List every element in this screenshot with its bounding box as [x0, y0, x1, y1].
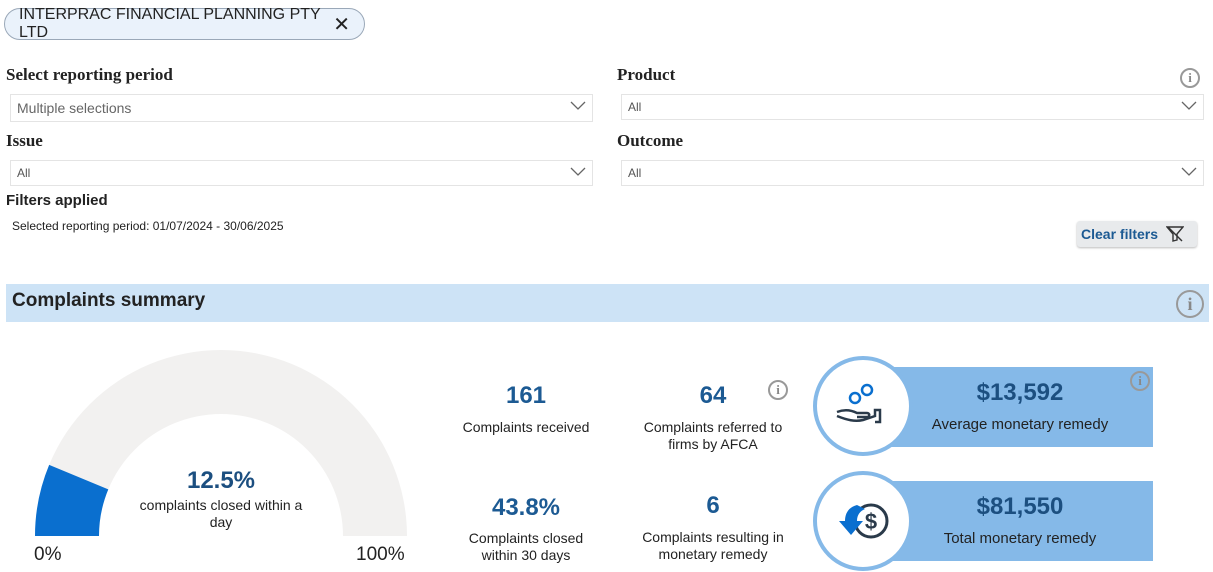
company-filter-chip[interactable]: INTERPRAC FINANCIAL PLANNING PTY LTD ✕ — [4, 6, 365, 41]
filters-applied-title: Filters applied — [6, 192, 108, 209]
issue-select[interactable]: All — [10, 160, 593, 186]
issue-label: Issue — [6, 131, 43, 150]
received-value: 161 — [505, 382, 547, 409]
chevron-down-icon — [570, 167, 586, 176]
period-value: Multiple selections — [17, 100, 132, 116]
outcome-select[interactable]: All — [621, 160, 1204, 186]
info-icon[interactable]: i — [1130, 371, 1150, 391]
received-caption: Complaints received — [462, 419, 590, 435]
summary-header: Complaints summary i — [6, 284, 1209, 322]
avg-remedy-caption: Average monetary remedy — [931, 416, 1109, 433]
total-remedy-card: $81,550 Total monetary remedy — [880, 481, 1153, 561]
referred-caption: Complaints referred to firms by AFCA — [643, 419, 783, 452]
gauge-track — [35, 350, 407, 536]
info-icon[interactable]: i — [1176, 290, 1204, 318]
outcome-label: Outcome — [617, 131, 684, 150]
dollar-refund-icon: $ — [839, 503, 889, 539]
avg-remedy-card: $13,592 Average monetary remedy i — [880, 367, 1153, 447]
gauge-min: 0% — [34, 544, 62, 565]
clear-filters-label: Clear filters — [1081, 226, 1159, 242]
info-icon[interactable]: i — [768, 380, 788, 400]
closed30-caption: Complaints closed within 30 days — [468, 530, 584, 563]
chip-label: INTERPRAC FINANCIAL PLANNING PTY LTD — [19, 6, 321, 41]
period-select[interactable]: Multiple selections — [10, 94, 593, 122]
gauge-caption: complaints closed within a day — [139, 497, 303, 530]
total-remedy-value: $81,550 — [976, 493, 1064, 520]
filters-applied-text: Selected reporting period: 01/07/2024 - … — [12, 219, 284, 233]
chevron-down-icon — [1181, 167, 1197, 176]
monetary-count-caption: Complaints resulting in monetary remedy — [642, 529, 784, 562]
total-remedy-caption: Total monetary remedy — [943, 530, 1097, 547]
gauge-value: 12.5% — [186, 467, 256, 494]
gauge-fill — [35, 464, 109, 536]
gauge-chart — [35, 350, 407, 536]
monetary-count-value: 6 — [706, 492, 720, 519]
close-icon[interactable]: ✕ — [333, 13, 350, 36]
referred-value: 64 — [699, 382, 727, 409]
avg-remedy-icon-circle — [813, 356, 913, 456]
avg-remedy-value: $13,592 — [976, 379, 1064, 406]
product-label: Product — [617, 65, 676, 84]
chevron-down-icon — [570, 101, 586, 110]
chevron-down-icon — [1181, 101, 1197, 110]
hand-coins-icon — [836, 383, 882, 424]
clear-filters-button[interactable]: Clear filters — [1077, 221, 1197, 247]
summary-title: Complaints summary — [12, 290, 206, 311]
total-remedy-icon-circle: $ — [813, 471, 913, 571]
period-label: Select reporting period — [6, 65, 173, 84]
closed30-value: 43.8% — [491, 494, 561, 521]
filter-clear-icon — [1166, 226, 1185, 242]
product-value: All — [628, 100, 642, 114]
product-select[interactable]: All — [621, 94, 1204, 120]
issue-value: All — [17, 166, 31, 180]
outcome-value: All — [628, 166, 642, 180]
svg-text:$: $ — [865, 509, 877, 534]
gauge-max: 100% — [356, 544, 405, 565]
info-icon[interactable]: i — [1180, 68, 1200, 88]
